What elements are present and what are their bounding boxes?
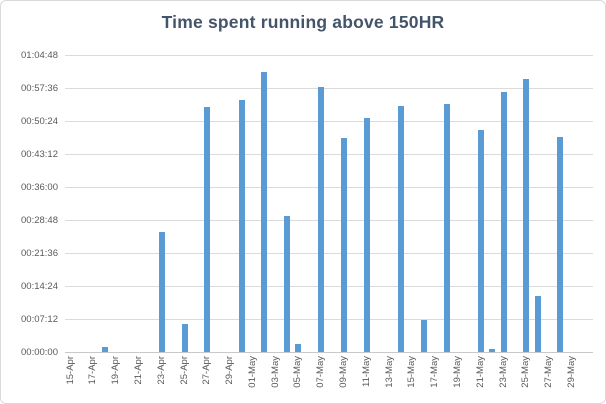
x-tick-label: 29-Apr: [224, 356, 236, 385]
x-tick-label: 15-Apr: [64, 356, 76, 385]
y-tick-label: 00:07:12: [21, 314, 58, 325]
x-tick-label: 17-Apr: [87, 356, 99, 385]
x-tick-label: 19-Apr: [110, 356, 122, 385]
x-tick-label: 11-May: [360, 356, 372, 387]
x-tick-label: 19-May: [451, 356, 463, 388]
x-tick-label: 13-May: [383, 356, 395, 388]
bar-18-Apr[interactable]: [101, 347, 108, 352]
bar-25-May[interactable]: [523, 79, 530, 352]
y-tick-label: 00:36:00: [21, 182, 58, 193]
bar-25-Apr[interactable]: [181, 324, 188, 352]
bar-22-May[interactable]: [489, 349, 496, 352]
bar-27-Apr[interactable]: [204, 107, 211, 352]
x-tick-label: 29-May: [565, 356, 577, 388]
x-tick-label: 21-Apr: [133, 356, 145, 385]
bar-23-Apr[interactable]: [158, 232, 165, 352]
plot-area: [65, 55, 593, 353]
gridline: [65, 55, 593, 56]
y-tick-label: 00:43:12: [21, 149, 58, 160]
gridline: [65, 88, 593, 89]
x-tick-label: 17-May: [429, 356, 441, 388]
y-tick-label: 00:00:00: [21, 347, 58, 358]
bar-04-May[interactable]: [284, 216, 291, 352]
x-tick-label: 21-May: [474, 356, 486, 388]
bar-05-May[interactable]: [295, 344, 302, 352]
gridline: [65, 220, 593, 221]
gridline: [65, 187, 593, 188]
x-tick-label: 09-May: [338, 356, 350, 388]
bar-28-May[interactable]: [557, 137, 564, 352]
x-tick-label: 03-May: [269, 356, 281, 388]
bar-30-Apr[interactable]: [238, 100, 245, 352]
bar-14-May[interactable]: [398, 106, 404, 352]
bar-23-May[interactable]: [500, 92, 507, 352]
bar-16-May[interactable]: [420, 320, 427, 352]
y-tick-label: 00:50:24: [21, 116, 58, 127]
y-tick-label: 00:57:36: [21, 83, 58, 94]
gridline: [65, 154, 593, 155]
x-tick-label: 27-Apr: [201, 356, 213, 385]
y-tick-label: 01:04:48: [21, 50, 58, 61]
chart-title: Time spent running above 150HR: [161, 12, 445, 32]
x-tick-label: 23-May: [497, 356, 509, 388]
gridline: [65, 286, 593, 287]
y-tick-label: 00:14:24: [21, 281, 58, 292]
gridline: [65, 121, 593, 122]
bar-09-May[interactable]: [341, 138, 348, 352]
bar-26-May[interactable]: [534, 296, 541, 352]
y-tick-label: 00:28:48: [21, 215, 58, 226]
bar-11-May[interactable]: [363, 118, 370, 352]
x-tick-label: 05-May: [292, 356, 304, 388]
x-tick-label: 01-May: [246, 356, 258, 388]
gridline: [65, 253, 593, 254]
x-tick-label: 25-Apr: [178, 356, 190, 385]
x-tick-label: 25-May: [520, 356, 532, 388]
x-tick-label: 23-Apr: [155, 356, 167, 385]
bar-07-May[interactable]: [318, 87, 325, 352]
gridline: [65, 319, 593, 320]
bar-02-May[interactable]: [261, 72, 268, 352]
bar-21-May[interactable]: [477, 130, 484, 352]
y-tick-label: 00:21:36: [21, 248, 58, 259]
x-tick-label: 27-May: [543, 356, 555, 388]
bar-18-May[interactable]: [443, 104, 450, 352]
x-tick-label: 07-May: [315, 356, 327, 388]
x-tick-label: 15-May: [406, 356, 418, 388]
